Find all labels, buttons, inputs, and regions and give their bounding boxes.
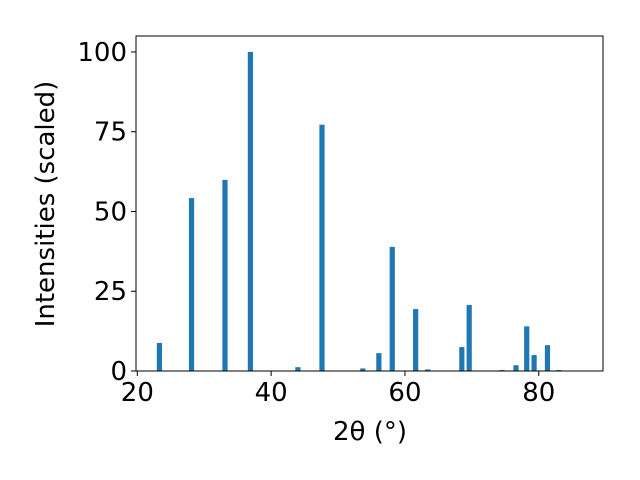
bar bbox=[466, 304, 472, 371]
plot-frame bbox=[135, 35, 604, 372]
bar bbox=[247, 51, 254, 371]
bar bbox=[295, 367, 301, 371]
y-tick-label: 100 bbox=[77, 38, 127, 68]
bar bbox=[188, 198, 195, 371]
bar bbox=[376, 353, 382, 371]
x-tick-label: 20 bbox=[121, 378, 154, 408]
bar bbox=[360, 368, 366, 371]
bar bbox=[513, 365, 519, 371]
y-tick-label: 75 bbox=[94, 118, 127, 148]
x-tick-label: 40 bbox=[255, 378, 288, 408]
bar bbox=[319, 124, 325, 371]
bar bbox=[524, 326, 530, 371]
bar bbox=[425, 369, 431, 371]
y-tick-label: 25 bbox=[94, 277, 127, 307]
bar bbox=[156, 342, 163, 371]
bar bbox=[544, 345, 551, 371]
y-axis-label: Intensities (scaled) bbox=[31, 81, 61, 328]
bar bbox=[222, 179, 228, 371]
y-tick-label: 50 bbox=[94, 197, 127, 227]
bar bbox=[531, 355, 537, 371]
x-tick-label: 80 bbox=[522, 378, 555, 408]
bar bbox=[413, 309, 419, 371]
y-tick-label: 0 bbox=[110, 357, 127, 387]
x-tick-label: 60 bbox=[388, 378, 421, 408]
x-axis-label: 2θ (°) bbox=[333, 417, 407, 447]
bar bbox=[459, 347, 465, 371]
bar bbox=[389, 246, 395, 371]
